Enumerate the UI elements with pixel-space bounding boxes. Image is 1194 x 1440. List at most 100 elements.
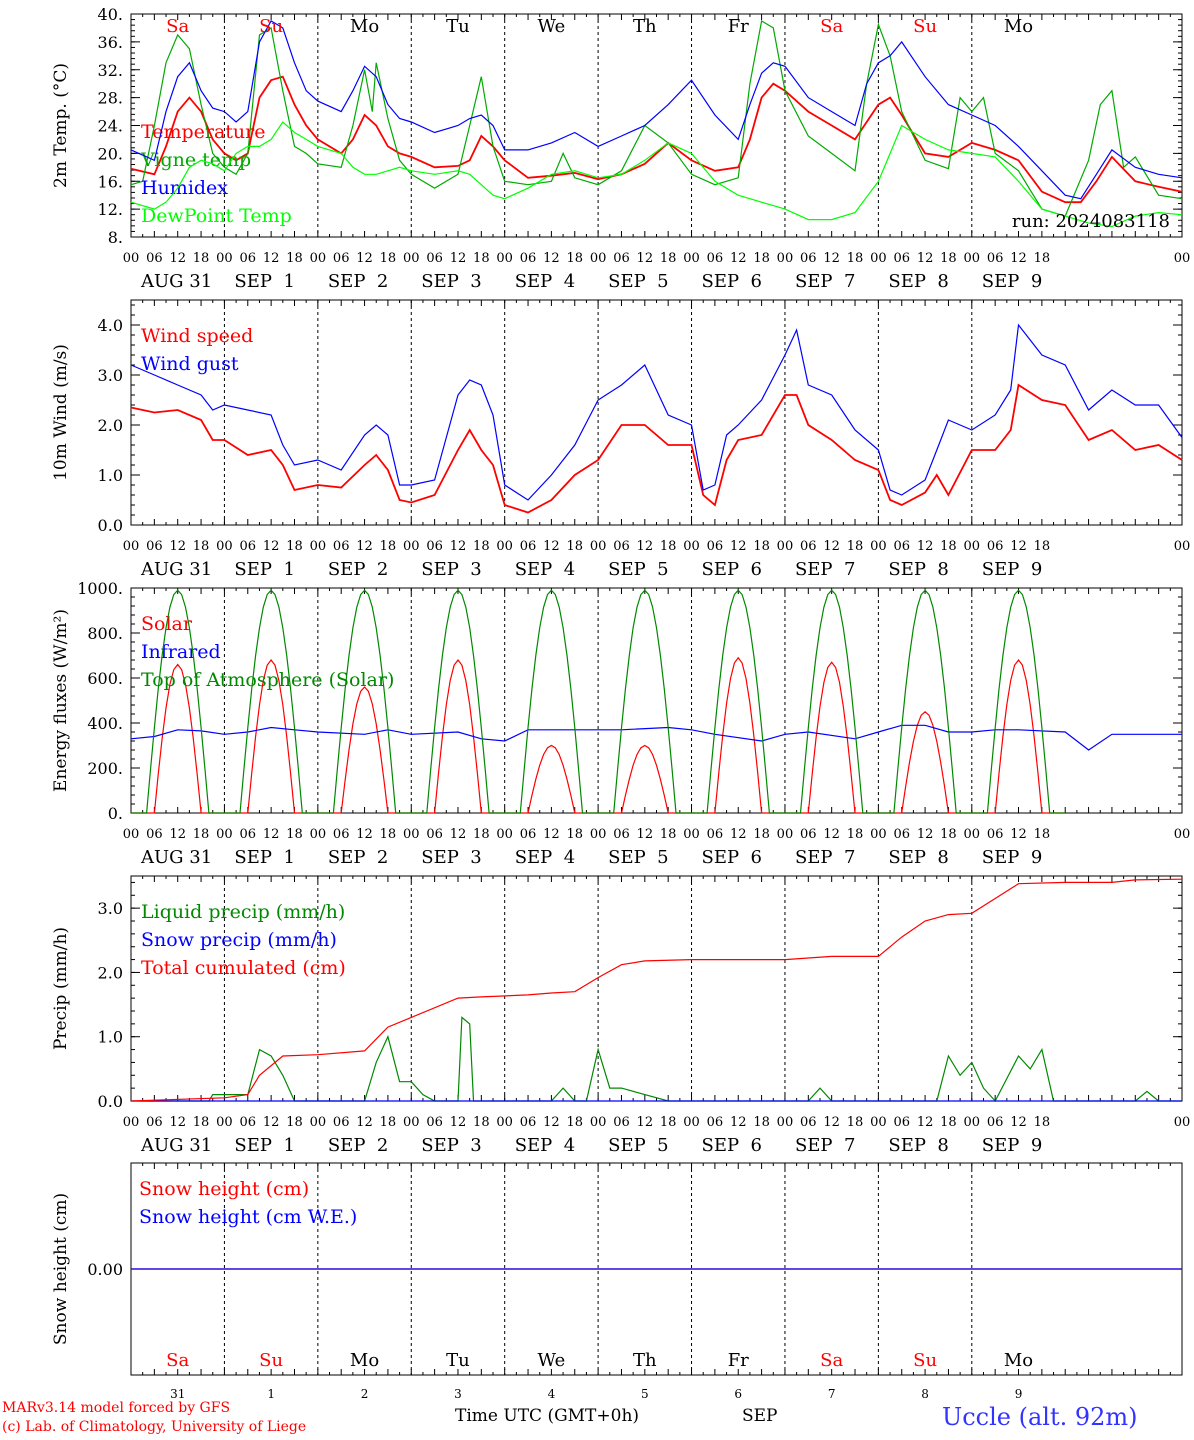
day-number: 3	[454, 1387, 462, 1401]
hour-tick-label: 12	[1010, 251, 1027, 266]
hour-tick-label: 12	[450, 1115, 467, 1130]
hour-tick-label: 06	[800, 1115, 817, 1130]
hour-tick-label: 12	[823, 1115, 840, 1130]
hour-tick-label: 18	[940, 827, 957, 842]
hour-tick-label: 12	[823, 251, 840, 266]
y-tick-label: 0.	[108, 804, 123, 823]
hour-tick-label: 00	[1174, 539, 1191, 554]
hour-tick-label: 00	[590, 827, 607, 842]
hour-tick-label: 12	[917, 251, 934, 266]
y-tick-label: 2.0	[98, 963, 123, 982]
date-label: SEP 8	[888, 559, 948, 580]
legend-entry: Infrared	[141, 641, 221, 663]
hour-tick-label: 18	[473, 251, 490, 266]
series-line	[130, 383, 1183, 514]
hour-tick-label: 00	[777, 1115, 794, 1130]
date-label: SEP 2	[328, 847, 388, 868]
panel-frame	[130, 587, 1183, 814]
legend-entry: Snow height (cm W.E.)	[139, 1206, 357, 1228]
hour-tick-label: 06	[333, 827, 350, 842]
hour-tick-label: 12	[169, 539, 186, 554]
hour-tick-label: 18	[753, 251, 770, 266]
hour-tick-label: 18	[1034, 1115, 1051, 1130]
hour-tick-label: 18	[566, 251, 583, 266]
hour-tick-label: 06	[613, 1115, 630, 1130]
hour-tick-label: 18	[940, 1115, 957, 1130]
y-tick-label: 40.	[98, 5, 123, 24]
day-number: 8	[921, 1387, 929, 1401]
day-number: 7	[828, 1387, 836, 1401]
series-line	[130, 878, 1183, 1102]
day-number: 5	[641, 1387, 649, 1401]
day-name: Mo	[1004, 1350, 1033, 1371]
day-name: Su	[913, 16, 937, 37]
hour-tick-label: 18	[380, 539, 397, 554]
hour-tick-label: 18	[1034, 251, 1051, 266]
legend-entry: Top of Atmosphere (Solar)	[141, 669, 394, 691]
legend-entry: Liquid precip (mm/h)	[141, 901, 345, 923]
hour-tick-label: 06	[800, 539, 817, 554]
day-name: Th	[633, 1350, 657, 1371]
day-name: Su	[913, 1350, 937, 1371]
hour-tick-label: 06	[240, 539, 257, 554]
date-label: SEP 6	[702, 1135, 762, 1156]
hour-tick-label: 00	[123, 539, 140, 554]
hour-tick-label: 12	[917, 539, 934, 554]
hour-tick-label: 06	[893, 1115, 910, 1130]
hour-tick-label: 12	[917, 1115, 934, 1130]
hour-tick-label: 18	[286, 251, 303, 266]
legend-entry: Temperature	[141, 121, 265, 143]
hour-tick-label: 00	[123, 827, 140, 842]
day-name: Fr	[728, 1350, 749, 1371]
date-label: SEP 8	[888, 1135, 948, 1156]
hour-tick-label: 12	[356, 539, 373, 554]
y-tick-label: 0.0	[98, 516, 123, 535]
hour-tick-label: 12	[263, 539, 280, 554]
hour-tick-label: 06	[613, 539, 630, 554]
hour-tick-label: 12	[730, 251, 747, 266]
series-line	[131, 589, 1066, 814]
hour-tick-label: 12	[356, 251, 373, 266]
date-label: SEP 9	[982, 559, 1042, 580]
y-tick-label: 3.0	[98, 899, 123, 918]
hour-tick-label: 06	[426, 251, 443, 266]
date-label: SEP 4	[515, 847, 575, 868]
hour-tick-label: 12	[450, 827, 467, 842]
day-name: Mo	[1004, 16, 1033, 37]
hour-tick-label: 06	[240, 251, 257, 266]
hour-tick-label: 18	[286, 1115, 303, 1130]
y-tick-label: 0.00	[87, 1260, 123, 1279]
hour-tick-label: 00	[310, 1115, 327, 1130]
series-line	[130, 121, 1183, 228]
hour-tick-label: 06	[520, 1115, 537, 1130]
legend-entry: DewPoint Temp	[141, 205, 292, 227]
hour-tick-label: 06	[987, 251, 1004, 266]
day-number: 9	[1015, 1387, 1023, 1401]
date-label: SEP 3	[421, 847, 481, 868]
day-name: Tu	[446, 16, 470, 37]
hour-tick-label: 12	[356, 827, 373, 842]
hour-tick-label: 18	[660, 1115, 677, 1130]
hour-tick-label: 18	[380, 827, 397, 842]
hour-tick-label: 12	[263, 827, 280, 842]
hour-tick-label: 06	[426, 827, 443, 842]
hour-tick-label: 18	[940, 251, 957, 266]
hour-tick-label: 00	[870, 539, 887, 554]
hour-tick-label: 06	[987, 1115, 1004, 1130]
date-label: SEP 1	[234, 1135, 294, 1156]
hour-tick-label: 12	[263, 1115, 280, 1130]
y-tick-label: 36.	[98, 33, 123, 52]
y-tick-label: 4.0	[98, 316, 123, 335]
hour-tick-label: 06	[893, 251, 910, 266]
date-label: AUG 31	[140, 559, 212, 580]
hour-tick-label: 00	[964, 251, 981, 266]
date-label: SEP 5	[608, 1135, 668, 1156]
hour-tick-label: 18	[660, 539, 677, 554]
y-tick-label: 600.	[87, 669, 123, 688]
hour-tick-label: 00	[496, 251, 513, 266]
hour-tick-label: 18	[380, 1115, 397, 1130]
date-label: SEP 4	[515, 559, 575, 580]
hour-tick-label: 12	[450, 539, 467, 554]
hour-tick-label: 18	[753, 1115, 770, 1130]
date-label: SEP 7	[795, 559, 855, 580]
